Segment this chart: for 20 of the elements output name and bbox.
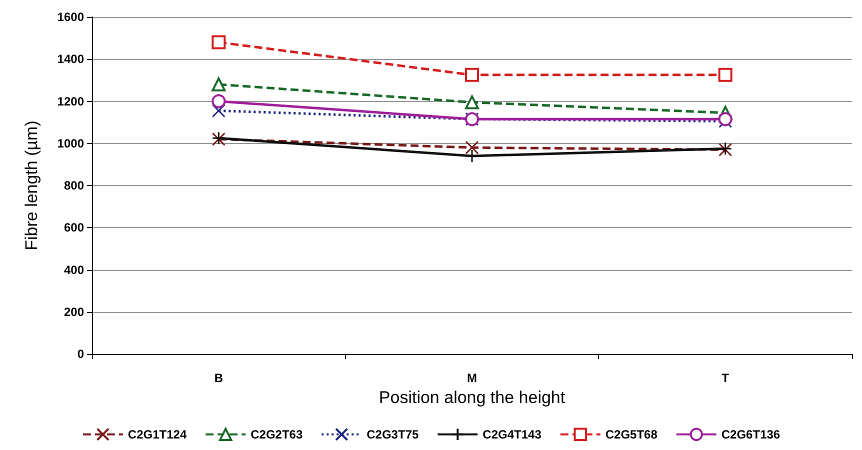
y-tick-label: 200: [64, 304, 84, 319]
y-tick-label: 600: [64, 220, 84, 235]
x-tick-label: M: [467, 371, 477, 385]
legend-label: C2G4T143: [482, 427, 542, 442]
legend-label: C2G1T124: [128, 427, 187, 442]
y-tick-label: 1000: [57, 136, 84, 150]
x-tick-label: T: [722, 371, 730, 385]
y-tick-label: 1400: [57, 52, 84, 66]
y-tick-label: 0: [77, 347, 84, 361]
y-axis-title: Fibre length (µm): [22, 120, 41, 250]
y-tick-label: 400: [64, 262, 84, 277]
x-tick-label: B: [214, 371, 224, 385]
y-tick-label: 800: [64, 178, 84, 192]
legend-label: C2G6T136: [721, 427, 780, 442]
x-axis-title: Position along the height: [378, 388, 566, 407]
legend-label: C2G5T68: [605, 427, 658, 442]
y-tick-label: 1600: [57, 10, 84, 24]
legend-label: C2G3T75: [366, 427, 419, 442]
y-tick-label: 1200: [57, 94, 84, 108]
legend-label: C2G2T63: [250, 427, 303, 442]
